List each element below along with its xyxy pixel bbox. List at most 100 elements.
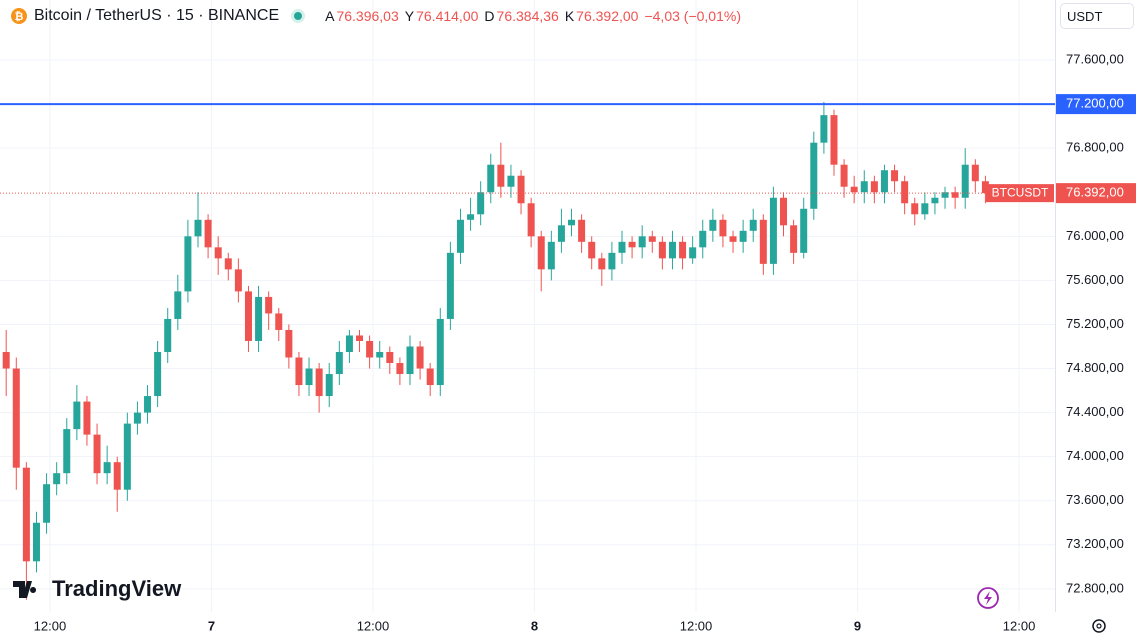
ohlc-key: Y: [404, 8, 415, 24]
candle-body: [507, 175, 515, 187]
candle-body: [174, 291, 182, 319]
candle-body: [93, 434, 101, 474]
x-tick-label: 12:00: [357, 618, 390, 633]
candle-body: [729, 236, 737, 242]
candle-body: [568, 219, 576, 226]
candle-body: [487, 164, 495, 193]
candle-body: [780, 197, 788, 226]
x-tick-label: 12:00: [34, 618, 67, 633]
candle-body: [164, 318, 172, 352]
candle-body: [214, 247, 222, 259]
candle-body: [366, 340, 374, 358]
candle-body: [83, 401, 91, 435]
candle-body: [113, 462, 121, 490]
candle-body: [467, 214, 475, 220]
candle-body: [184, 236, 192, 292]
candle-body: [12, 368, 20, 468]
candle-body: [689, 247, 697, 259]
y-tick-label: 74.800,00: [1066, 360, 1124, 375]
y-tick-label: 75.200,00: [1066, 316, 1124, 331]
price-label-bg: [1056, 94, 1136, 115]
symbol-title[interactable]: Bitcoin / TetherUS · 15 · BINANCE: [34, 7, 280, 24]
candle-body: [335, 351, 343, 375]
candle-body: [860, 181, 868, 193]
currency-label: USDT: [1067, 8, 1103, 24]
candle-body: [880, 170, 888, 193]
candle-body: [315, 368, 323, 397]
candle-body: [668, 241, 676, 259]
candle-body: [699, 230, 707, 248]
candle-body: [870, 181, 878, 193]
ohlc-legend: A 76.396,03 Y 76.414,00 D 76.384,36 K 76.392,00: [321, 8, 638, 24]
candle-body: [658, 241, 666, 259]
candle-body: [800, 208, 808, 253]
price-label: 76.392,00: [1066, 185, 1124, 200]
candle-body: [628, 241, 636, 248]
candle-body: [73, 401, 81, 430]
candle-body: [901, 181, 909, 204]
y-tick-label: 74.400,00: [1066, 404, 1124, 419]
candle-body: [891, 170, 899, 182]
svg-text:₿: ₿: [15, 11, 24, 23]
candle-body: [790, 225, 798, 253]
y-tick-label: 72.800,00: [1066, 580, 1124, 595]
plot: [0, 0, 1055, 612]
header: ₿ Bitcoin / TetherUS · 15 · BINANCE A 76.…: [10, 5, 741, 27]
candle-body: [305, 368, 313, 386]
candle-body: [275, 313, 283, 330]
change: −4,03 (−0,01%): [644, 8, 741, 24]
ohlc-value: 76.392,00: [576, 8, 639, 24]
candle-body: [931, 197, 939, 204]
candle-body: [608, 252, 616, 270]
x-tick-label: 12:00: [680, 618, 713, 633]
candle-body: [648, 236, 656, 242]
candle-body: [769, 197, 777, 264]
candle-body: [578, 219, 586, 242]
currency-button[interactable]: USDT: [1060, 3, 1134, 29]
candle-body: [810, 142, 818, 209]
candle-body: [971, 164, 979, 182]
watermark: TradingView: [13, 576, 182, 601]
candle-body: [830, 115, 838, 165]
candle-body: [356, 335, 364, 341]
candle-body: [103, 462, 111, 474]
candle-body: [22, 467, 30, 562]
ohlc-key: A: [325, 8, 335, 24]
candle-body: [265, 296, 273, 314]
candle-body: [961, 164, 969, 198]
candle-body: [224, 258, 232, 270]
candle-body: [446, 252, 454, 319]
candle-body: [709, 219, 717, 231]
ohlc-value: 76.384,36: [496, 8, 559, 24]
candle-body: [456, 219, 464, 253]
candle-body: [436, 318, 444, 386]
candle-body: [840, 164, 848, 187]
candle-body: [123, 423, 131, 490]
candle-body: [133, 412, 141, 424]
candle-body: [154, 351, 162, 397]
candle-body: [527, 203, 535, 237]
candle-body: [679, 241, 687, 259]
candle-body: [719, 219, 727, 237]
candle-body: [921, 203, 929, 215]
candle-body: [477, 192, 485, 215]
lightning-icon[interactable]: [977, 587, 999, 609]
y-tick-label: 76.800,00: [1066, 140, 1124, 155]
candle-body: [285, 329, 293, 358]
candle-body: [376, 351, 384, 358]
candle-body: [588, 241, 596, 259]
ohlc-value: 76.414,00: [416, 8, 479, 24]
candle-body: [194, 219, 202, 237]
price-label: 77.200,00: [1066, 96, 1124, 111]
settings-icon[interactable]: [1092, 619, 1106, 633]
ohlc-key: K: [564, 8, 575, 24]
y-tick-label: 73.200,00: [1066, 536, 1124, 551]
candle-body: [557, 225, 565, 242]
y-tick-label: 75.600,00: [1066, 272, 1124, 287]
symbol-label-bg: [986, 184, 1054, 203]
y-tick-label: 73.600,00: [1066, 492, 1124, 507]
candle-body: [911, 203, 919, 215]
candle-body: [426, 368, 434, 386]
